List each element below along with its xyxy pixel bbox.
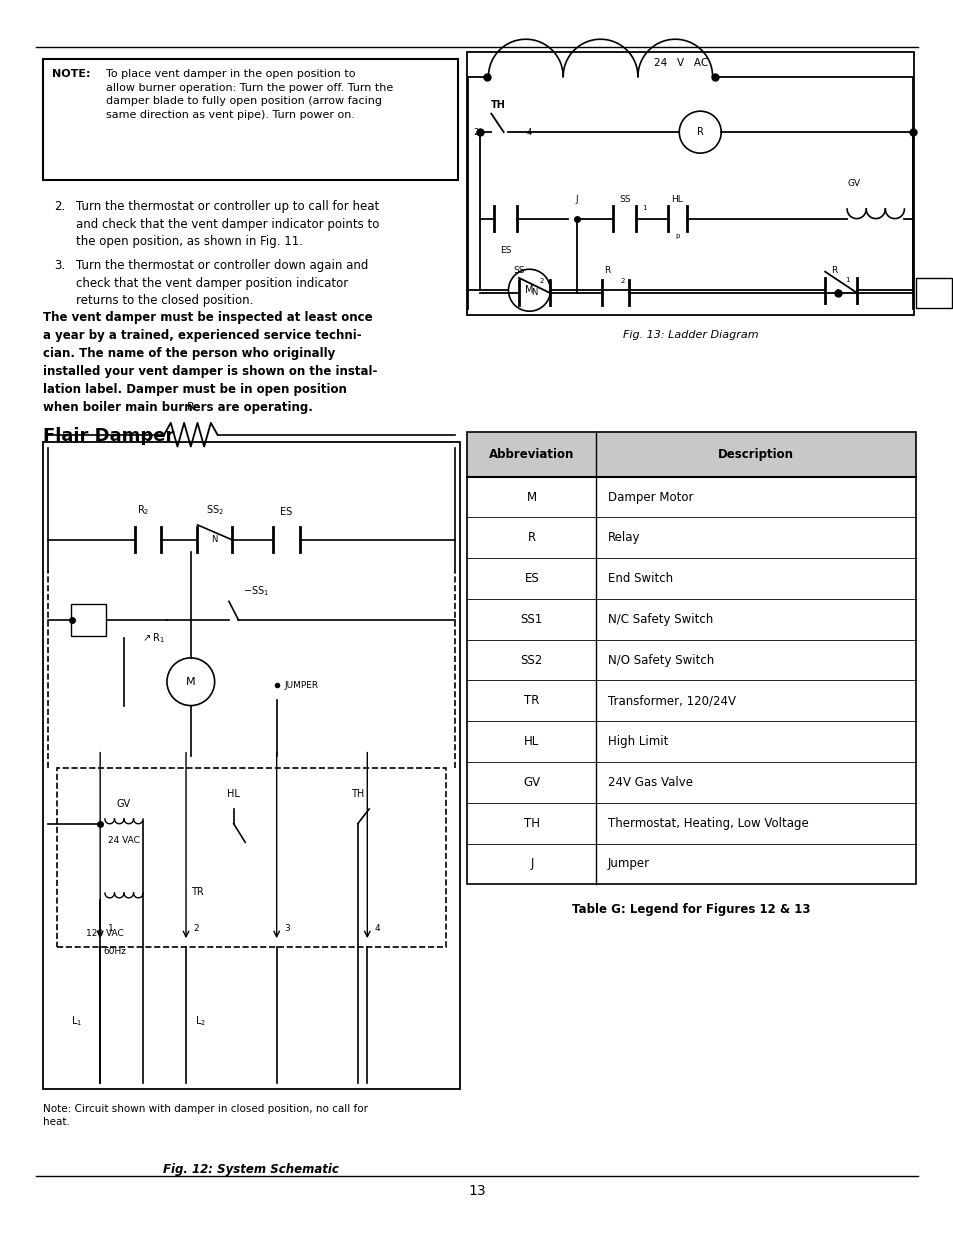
Text: Table G: Legend for Figures 12 & 13: Table G: Legend for Figures 12 & 13 (572, 903, 810, 916)
Text: TH: TH (351, 789, 364, 799)
Bar (467, 52, 913, 315)
Text: 2: 2 (619, 278, 624, 284)
Text: High Limit: High Limit (607, 735, 667, 748)
Text: 2: 2 (193, 924, 199, 934)
FancyBboxPatch shape (71, 604, 106, 636)
Text: Fig. 13: Ladder Diagram: Fig. 13: Ladder Diagram (622, 330, 758, 340)
Text: SS: SS (513, 267, 524, 275)
Text: M: M (526, 490, 537, 504)
Text: JUMPER: JUMPER (284, 680, 318, 690)
Text: R$_2$: R$_2$ (136, 504, 150, 517)
Text: SS$_2$: SS$_2$ (206, 504, 223, 517)
Text: N: N (531, 288, 537, 298)
Text: 2: 2 (539, 278, 544, 284)
Text: GV: GV (117, 799, 131, 809)
Text: Turn the thermostat or controller down again and
check that the vent damper posi: Turn the thermostat or controller down a… (76, 259, 368, 308)
Text: ES: ES (524, 572, 538, 585)
Text: 4: 4 (375, 924, 380, 934)
Text: To place vent damper in the open position to
allow burner operation: Turn the po: To place vent damper in the open positio… (106, 69, 393, 120)
Bar (57, 768, 445, 947)
Text: R: R (603, 267, 610, 275)
Bar (467, 432, 915, 477)
Bar (43, 442, 459, 1089)
Text: Flair Damper: Flair Damper (43, 427, 174, 446)
Text: GV: GV (846, 179, 860, 188)
Text: End Switch: End Switch (607, 572, 672, 585)
Text: N: N (212, 535, 217, 545)
Text: HL: HL (671, 195, 682, 204)
Text: R: R (696, 127, 703, 137)
Text: NOTE:: NOTE: (52, 69, 91, 79)
Bar (467, 432, 915, 884)
Text: L$_1$: L$_1$ (71, 1014, 82, 1029)
Text: Description: Description (718, 448, 793, 461)
Text: 4: 4 (526, 127, 532, 137)
Text: 24 VAC: 24 VAC (108, 836, 140, 845)
Text: 24V Gas Valve: 24V Gas Valve (607, 776, 692, 789)
Text: ES: ES (499, 246, 511, 254)
Text: 1: 1 (108, 924, 113, 934)
Text: Damper Motor: Damper Motor (607, 490, 693, 504)
Text: TH: TH (523, 816, 539, 830)
Text: 3.: 3. (54, 259, 66, 273)
Text: 24   V   AC: 24 V AC (654, 58, 707, 68)
Text: N/C Safety Switch: N/C Safety Switch (607, 613, 712, 626)
Text: R: R (527, 531, 536, 545)
Text: 1: 1 (844, 277, 849, 283)
Text: Jumper: Jumper (607, 857, 649, 871)
Text: Thermostat, Heating, Low Voltage: Thermostat, Heating, Low Voltage (607, 816, 807, 830)
Text: Fig. 12: System Schematic: Fig. 12: System Schematic (163, 1163, 339, 1177)
Text: Note: Circuit shown with damper in closed position, no call for
heat.: Note: Circuit shown with damper in close… (43, 1104, 368, 1126)
Text: TR: TR (191, 887, 203, 897)
Text: $-$SS$_1$: $-$SS$_1$ (243, 584, 270, 598)
Text: HL: HL (227, 789, 240, 799)
Text: $\nearrow$R$_1$: $\nearrow$R$_1$ (141, 631, 166, 646)
Text: Abbreviation: Abbreviation (489, 448, 574, 461)
Text: GV: GV (523, 776, 539, 789)
Text: N/O Safety Switch: N/O Safety Switch (607, 653, 713, 667)
Text: ES: ES (280, 508, 292, 517)
Text: Transformer, 120/24V: Transformer, 120/24V (607, 694, 735, 708)
Text: SC: SC (926, 288, 940, 298)
Text: 2: 2 (473, 127, 478, 137)
Text: TR: TR (523, 694, 539, 708)
Text: Relay: Relay (607, 531, 639, 545)
Text: R: R (830, 267, 837, 275)
Text: SS1: SS1 (520, 613, 542, 626)
Text: 13: 13 (468, 1183, 485, 1198)
Text: 60Hz: 60Hz (103, 947, 126, 956)
FancyBboxPatch shape (915, 278, 951, 308)
Text: TH: TH (490, 100, 505, 110)
Text: M: M (525, 285, 533, 295)
Text: J: J (576, 195, 578, 204)
Text: R: R (187, 403, 194, 412)
Text: SS: SS (618, 195, 630, 204)
Text: The vent damper must be inspected at least once
a year by a trained, experienced: The vent damper must be inspected at lea… (43, 311, 376, 414)
Text: HL: HL (524, 735, 538, 748)
Text: 2.: 2. (54, 200, 66, 214)
Text: 1: 1 (641, 205, 646, 211)
Text: 3: 3 (284, 924, 290, 934)
Text: p: p (675, 233, 679, 240)
Text: M: M (186, 677, 195, 687)
Text: L$_2$: L$_2$ (194, 1014, 206, 1029)
Text: J: J (530, 857, 533, 871)
Text: SC: SC (82, 615, 95, 625)
Text: Turn the thermostat or controller up to call for heat
and check that the vent da: Turn the thermostat or controller up to … (76, 200, 379, 248)
Text: 120 VAC: 120 VAC (86, 929, 124, 937)
Text: SS2: SS2 (520, 653, 542, 667)
Bar (43, 59, 457, 180)
